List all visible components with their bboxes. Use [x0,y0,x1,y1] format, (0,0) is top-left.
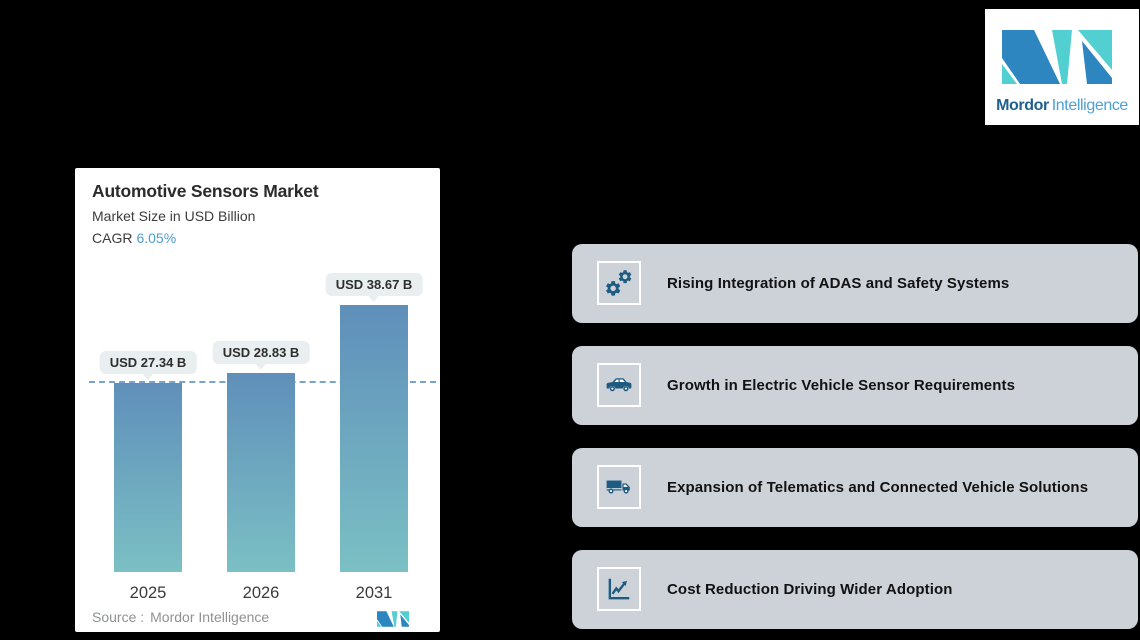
market-chart-card: Automotive Sensors Market Market Size in… [75,168,440,632]
brand-logo: Mordor Intelligence [985,9,1139,125]
value-label-2026: USD 28.83 B [212,341,310,364]
cagr-line: CAGR 6.05% [92,230,176,246]
driver-label: Growth in Electric Vehicle Sensor Requir… [667,377,1016,394]
chart-subtitle: Market Size in USD Billion [92,208,256,224]
source-row: Source : Mordor Intelligence [92,609,423,631]
bar-group-2031: USD 38.67 B 2031 [325,273,423,602]
source-name: Mordor Intelligence [150,609,270,625]
bar-group-2026: USD 28.83 B 2026 [212,305,310,602]
driver-card-ev: Growth in Electric Vehicle Sensor Requir… [572,346,1138,425]
driver-card-cost: Cost Reduction Driving Wider Adoption [572,550,1138,629]
driver-icon-box [597,567,641,611]
brand-name-light: Intelligence [1051,97,1129,114]
x-axis-label-2031: 2031 [355,584,393,602]
bar-2031 [340,305,408,572]
x-axis-label-2025: 2025 [129,584,167,602]
driver-card-adas: Rising Integration of ADAS and Safety Sy… [572,244,1138,323]
truck-icon [606,480,630,494]
driver-label: Rising Integration of ADAS and Safety Sy… [667,275,1010,292]
bar-2026 [227,373,295,572]
x-axis-label-2026: 2026 [242,584,280,602]
car-icon [606,378,632,392]
growth-chart-icon [608,578,630,600]
cagr-value: 6.05% [136,230,177,246]
mordor-logo-small-icon [377,611,409,627]
driver-icon-box [597,363,641,407]
driver-label: Cost Reduction Driving Wider Adoption [667,581,953,598]
driver-icon-box [597,465,641,509]
bar-group-2025: USD 27.34 B 2025 [99,305,197,602]
cagr-label: CAGR [92,230,133,246]
value-label-2031: USD 38.67 B [325,273,423,296]
driver-label: Expansion of Telematics and Connected Ve… [667,479,1089,496]
source-prefix: Source : [92,609,145,625]
mordor-intelligence-logo-icon [1002,30,1112,84]
value-label-2025: USD 27.34 B [99,351,197,374]
brand-name: Mordor Intelligence [985,97,1139,115]
driver-card-telematics: Expansion of Telematics and Connected Ve… [572,448,1138,527]
source-text: Source : Mordor Intelligence [92,609,269,625]
bar-chart: USD 27.34 B 2025 USD 28.83 B 2026 USD 38… [89,273,436,602]
driver-icon-box [597,261,641,305]
brand-name-bold: Mordor [996,97,1049,114]
gears-icon [606,270,632,296]
chart-title: Automotive Sensors Market [92,181,319,201]
bar-2025 [114,383,182,572]
